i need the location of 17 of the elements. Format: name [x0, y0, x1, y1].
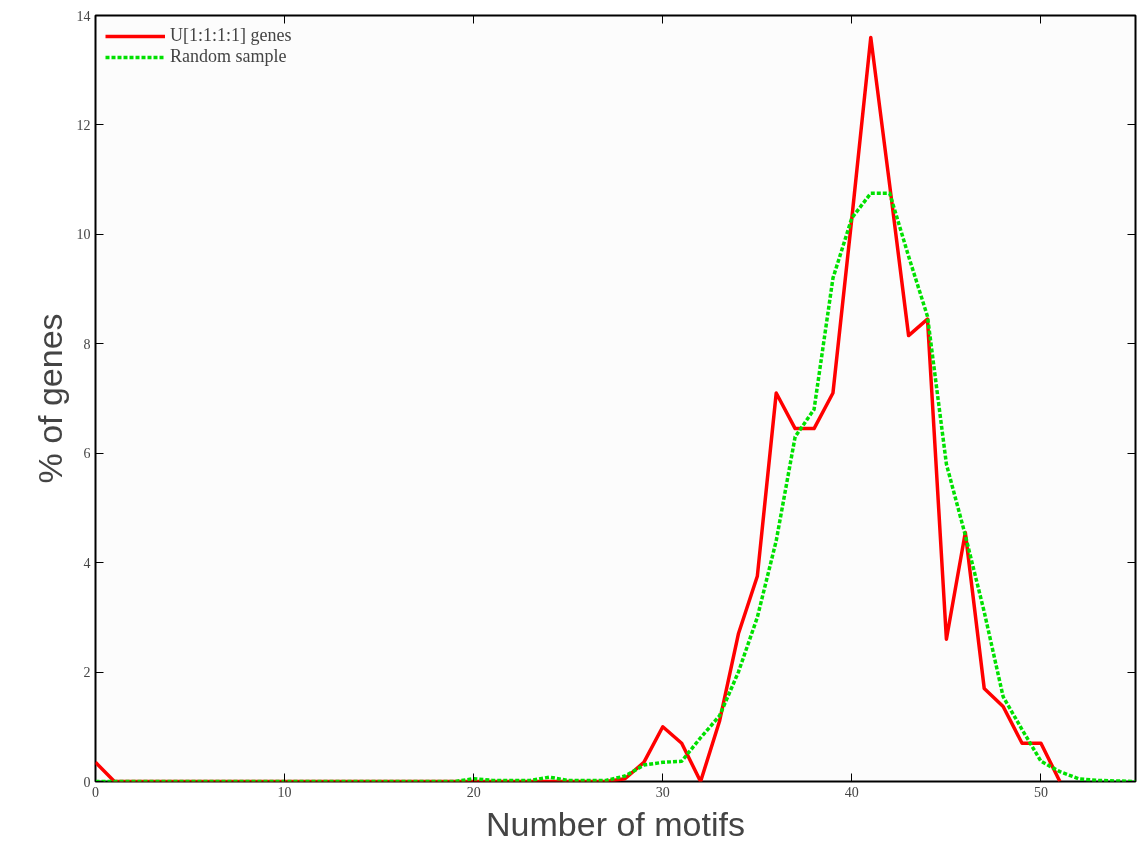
x-tick-label: 10 [277, 784, 292, 800]
y-tick-label: 0 [83, 774, 91, 790]
x-tick-label: 20 [466, 784, 481, 800]
x-tick-label: 40 [844, 784, 859, 800]
x-axis-title: Number of motifs [486, 804, 745, 843]
x-tick-label: 50 [1033, 784, 1048, 800]
y-axis-title: % of genes [30, 313, 69, 484]
y-tick-label: 6 [83, 446, 91, 462]
legend-label: Random sample [170, 46, 287, 67]
y-tick-label: 2 [83, 665, 91, 681]
y-tick-label: 14 [76, 8, 91, 24]
legend-label: U[1:1:1:1] genes [170, 25, 292, 46]
y-tick-label: 8 [83, 336, 91, 352]
y-tick-label: 10 [76, 227, 91, 243]
y-tick-label: 12 [76, 117, 91, 133]
x-tick-label: 30 [655, 784, 670, 800]
y-tick-label: 4 [83, 555, 91, 571]
